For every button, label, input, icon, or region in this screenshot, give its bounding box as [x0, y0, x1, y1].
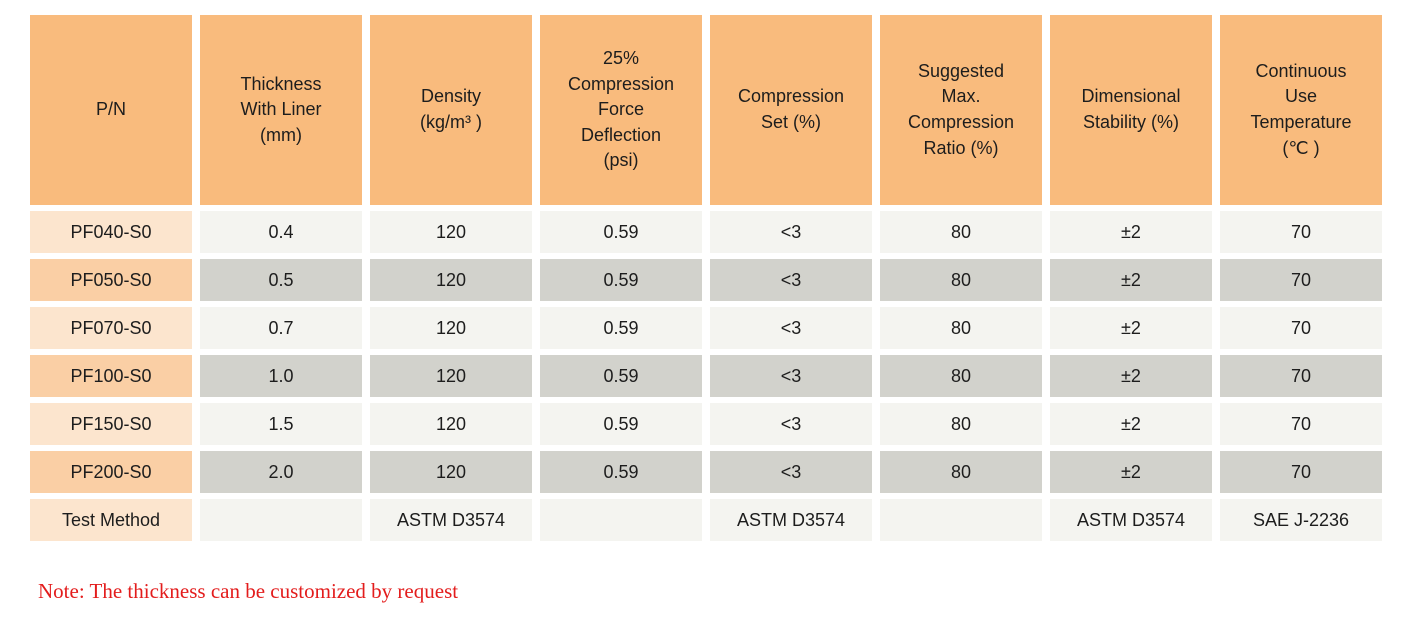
value-cell: 0.7 [200, 307, 362, 349]
value-cell: 120 [370, 403, 532, 445]
value-cell: SAE J-2236 [1220, 499, 1382, 541]
column-header-compression-set: Compression Set (%) [710, 15, 872, 205]
value-cell: 70 [1220, 211, 1382, 253]
value-cell: 120 [370, 307, 532, 349]
value-cell: 80 [880, 259, 1042, 301]
part-number-cell: PF070-S0 [30, 307, 192, 349]
part-number-cell: PF050-S0 [30, 259, 192, 301]
value-cell [880, 499, 1042, 541]
table-row-test-method: Test Method ASTM D3574 ASTM D3574 ASTM D… [30, 499, 1382, 541]
row-label-cell: Test Method [30, 499, 192, 541]
value-cell: 70 [1220, 403, 1382, 445]
value-cell: ±2 [1050, 211, 1212, 253]
value-cell: ±2 [1050, 307, 1212, 349]
value-cell: 0.59 [540, 211, 702, 253]
value-cell: ±2 [1050, 451, 1212, 493]
column-header-density: Density (kg/m³ ) [370, 15, 532, 205]
value-cell: 80 [880, 211, 1042, 253]
value-cell: 0.5 [200, 259, 362, 301]
column-header-dimensional-stability: Dimensional Stability (%) [1050, 15, 1212, 205]
spec-table: P/N Thickness With Liner (mm) Density (k… [22, 9, 1390, 547]
value-cell: 1.0 [200, 355, 362, 397]
value-cell: 0.4 [200, 211, 362, 253]
column-header-thickness: Thickness With Liner (mm) [200, 15, 362, 205]
spec-table-body: PF040-S0 0.4 120 0.59 <3 80 ±2 70 PF050-… [30, 211, 1382, 541]
value-cell: <3 [710, 403, 872, 445]
value-cell: 0.59 [540, 451, 702, 493]
value-cell: 0.59 [540, 307, 702, 349]
value-cell: 80 [880, 451, 1042, 493]
value-cell: 0.59 [540, 355, 702, 397]
table-row: PF200-S0 2.0 120 0.59 <3 80 ±2 70 [30, 451, 1382, 493]
datasheet-page: P/N Thickness With Liner (mm) Density (k… [0, 9, 1409, 620]
value-cell: 80 [880, 403, 1042, 445]
value-cell: ±2 [1050, 355, 1212, 397]
header-row: P/N Thickness With Liner (mm) Density (k… [30, 15, 1382, 205]
part-number-cell: PF100-S0 [30, 355, 192, 397]
spec-table-header: P/N Thickness With Liner (mm) Density (k… [30, 15, 1382, 205]
value-cell [200, 499, 362, 541]
value-cell: 120 [370, 259, 532, 301]
part-number-cell: PF200-S0 [30, 451, 192, 493]
table-row: PF050-S0 0.5 120 0.59 <3 80 ±2 70 [30, 259, 1382, 301]
value-cell: 0.59 [540, 403, 702, 445]
note-text: Note: The thickness can be customized by… [38, 579, 459, 603]
value-cell: ASTM D3574 [710, 499, 872, 541]
value-cell: ASTM D3574 [370, 499, 532, 541]
value-cell: 80 [880, 355, 1042, 397]
column-header-compression-force-deflection: 25% Compression Force Deflection (psi) [540, 15, 702, 205]
value-cell: <3 [710, 355, 872, 397]
value-cell: <3 [710, 211, 872, 253]
table-row: PF040-S0 0.4 120 0.59 <3 80 ±2 70 [30, 211, 1382, 253]
value-cell: <3 [710, 307, 872, 349]
column-header-pn: P/N [30, 15, 192, 205]
value-cell: <3 [710, 451, 872, 493]
value-cell: 70 [1220, 307, 1382, 349]
value-cell: 120 [370, 211, 532, 253]
value-cell: ±2 [1050, 403, 1212, 445]
table-row: PF070-S0 0.7 120 0.59 <3 80 ±2 70 [30, 307, 1382, 349]
value-cell: 70 [1220, 451, 1382, 493]
value-cell: 2.0 [200, 451, 362, 493]
value-cell: 80 [880, 307, 1042, 349]
value-cell: 70 [1220, 355, 1382, 397]
value-cell: 0.59 [540, 259, 702, 301]
value-cell: ASTM D3574 [1050, 499, 1212, 541]
value-cell [540, 499, 702, 541]
table-row: PF150-S0 1.5 120 0.59 <3 80 ±2 70 [30, 403, 1382, 445]
value-cell: 1.5 [200, 403, 362, 445]
column-header-continuous-use-temperature: Continuous Use Temperature (℃ ) [1220, 15, 1382, 205]
part-number-cell: PF040-S0 [30, 211, 192, 253]
value-cell: ±2 [1050, 259, 1212, 301]
value-cell: 70 [1220, 259, 1382, 301]
value-cell: <3 [710, 259, 872, 301]
part-number-cell: PF150-S0 [30, 403, 192, 445]
table-row: PF100-S0 1.0 120 0.59 <3 80 ±2 70 [30, 355, 1382, 397]
value-cell: 120 [370, 355, 532, 397]
value-cell: 120 [370, 451, 532, 493]
column-header-max-compression-ratio: Suggested Max. Compression Ratio (%) [880, 15, 1042, 205]
